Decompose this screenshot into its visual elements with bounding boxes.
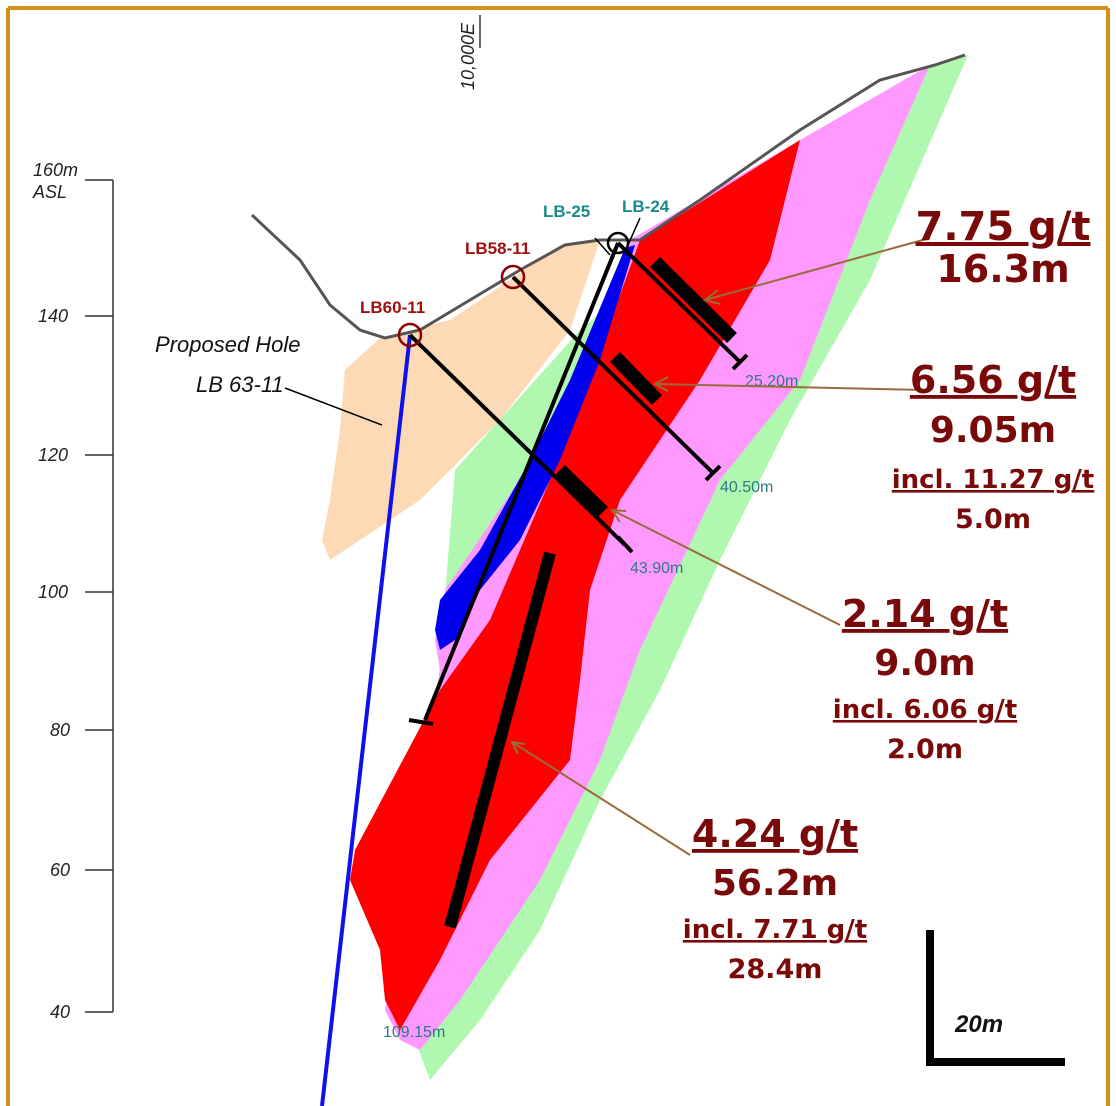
intercept-grade: 6.56 g/t (910, 358, 1076, 402)
scale-bar (926, 930, 1065, 1066)
scale-label: 20m (954, 1011, 1003, 1038)
hole-label: LB-25 (543, 202, 590, 221)
intercept-grade: 4.24 g/t (692, 812, 858, 856)
drill-traces (408, 241, 749, 929)
intercept-incl-width: 28.4m (728, 954, 823, 985)
axis-label: ASL (32, 182, 67, 202)
intercept-grade: 7.75 g/t (916, 204, 1091, 250)
axis-label: 40 (50, 1002, 70, 1022)
topography (250, 53, 966, 340)
collar (500, 264, 526, 290)
hole-label: LB58-11 (465, 239, 530, 258)
intercept-incl: incl. 11.27 g/t (892, 465, 1095, 495)
hole-label: LB60-11 (360, 298, 425, 317)
hole-label: LB-24 (622, 197, 670, 216)
intercept-incl: incl. 7.71 g/t (683, 915, 867, 945)
axis-label: 60 (50, 860, 70, 880)
proposed-hole-trace (320, 334, 412, 1106)
axis-label: 120 (38, 445, 68, 465)
leader (594, 237, 611, 256)
axis-label: 80 (50, 720, 70, 740)
leader (627, 217, 641, 246)
intercept-width: 16.3m (936, 247, 1069, 291)
depth-label: 40.50m (720, 479, 773, 496)
red-zone (350, 140, 800, 1030)
axis-label: 100 (38, 582, 68, 602)
axis-label: 160m (33, 160, 78, 180)
proposed-label: LB 63-11 (196, 372, 284, 397)
intercept-incl-width: 5.0m (955, 504, 1031, 535)
easting-label: 10,000E (458, 22, 478, 90)
depth-label: 43.90m (630, 560, 683, 577)
intercept-grade: 2.14 g/t (842, 592, 1008, 636)
intercept-width: 56.2m (712, 863, 838, 904)
intercept-width: 9.0m (874, 643, 975, 684)
axis (85, 15, 481, 1013)
leader (284, 387, 383, 426)
proposed-label: Proposed Hole (155, 332, 301, 357)
collar (606, 231, 630, 255)
arrows (510, 237, 931, 856)
axis-label: 140 (38, 306, 68, 326)
depth-label: 109.15m (383, 1024, 445, 1041)
intercept-incl-width: 2.0m (887, 734, 963, 765)
intercept-incl: incl. 6.06 g/t (833, 695, 1017, 725)
collar (397, 322, 423, 348)
frame (6, 6, 1110, 1106)
intercept-width: 9.05m (930, 410, 1056, 451)
